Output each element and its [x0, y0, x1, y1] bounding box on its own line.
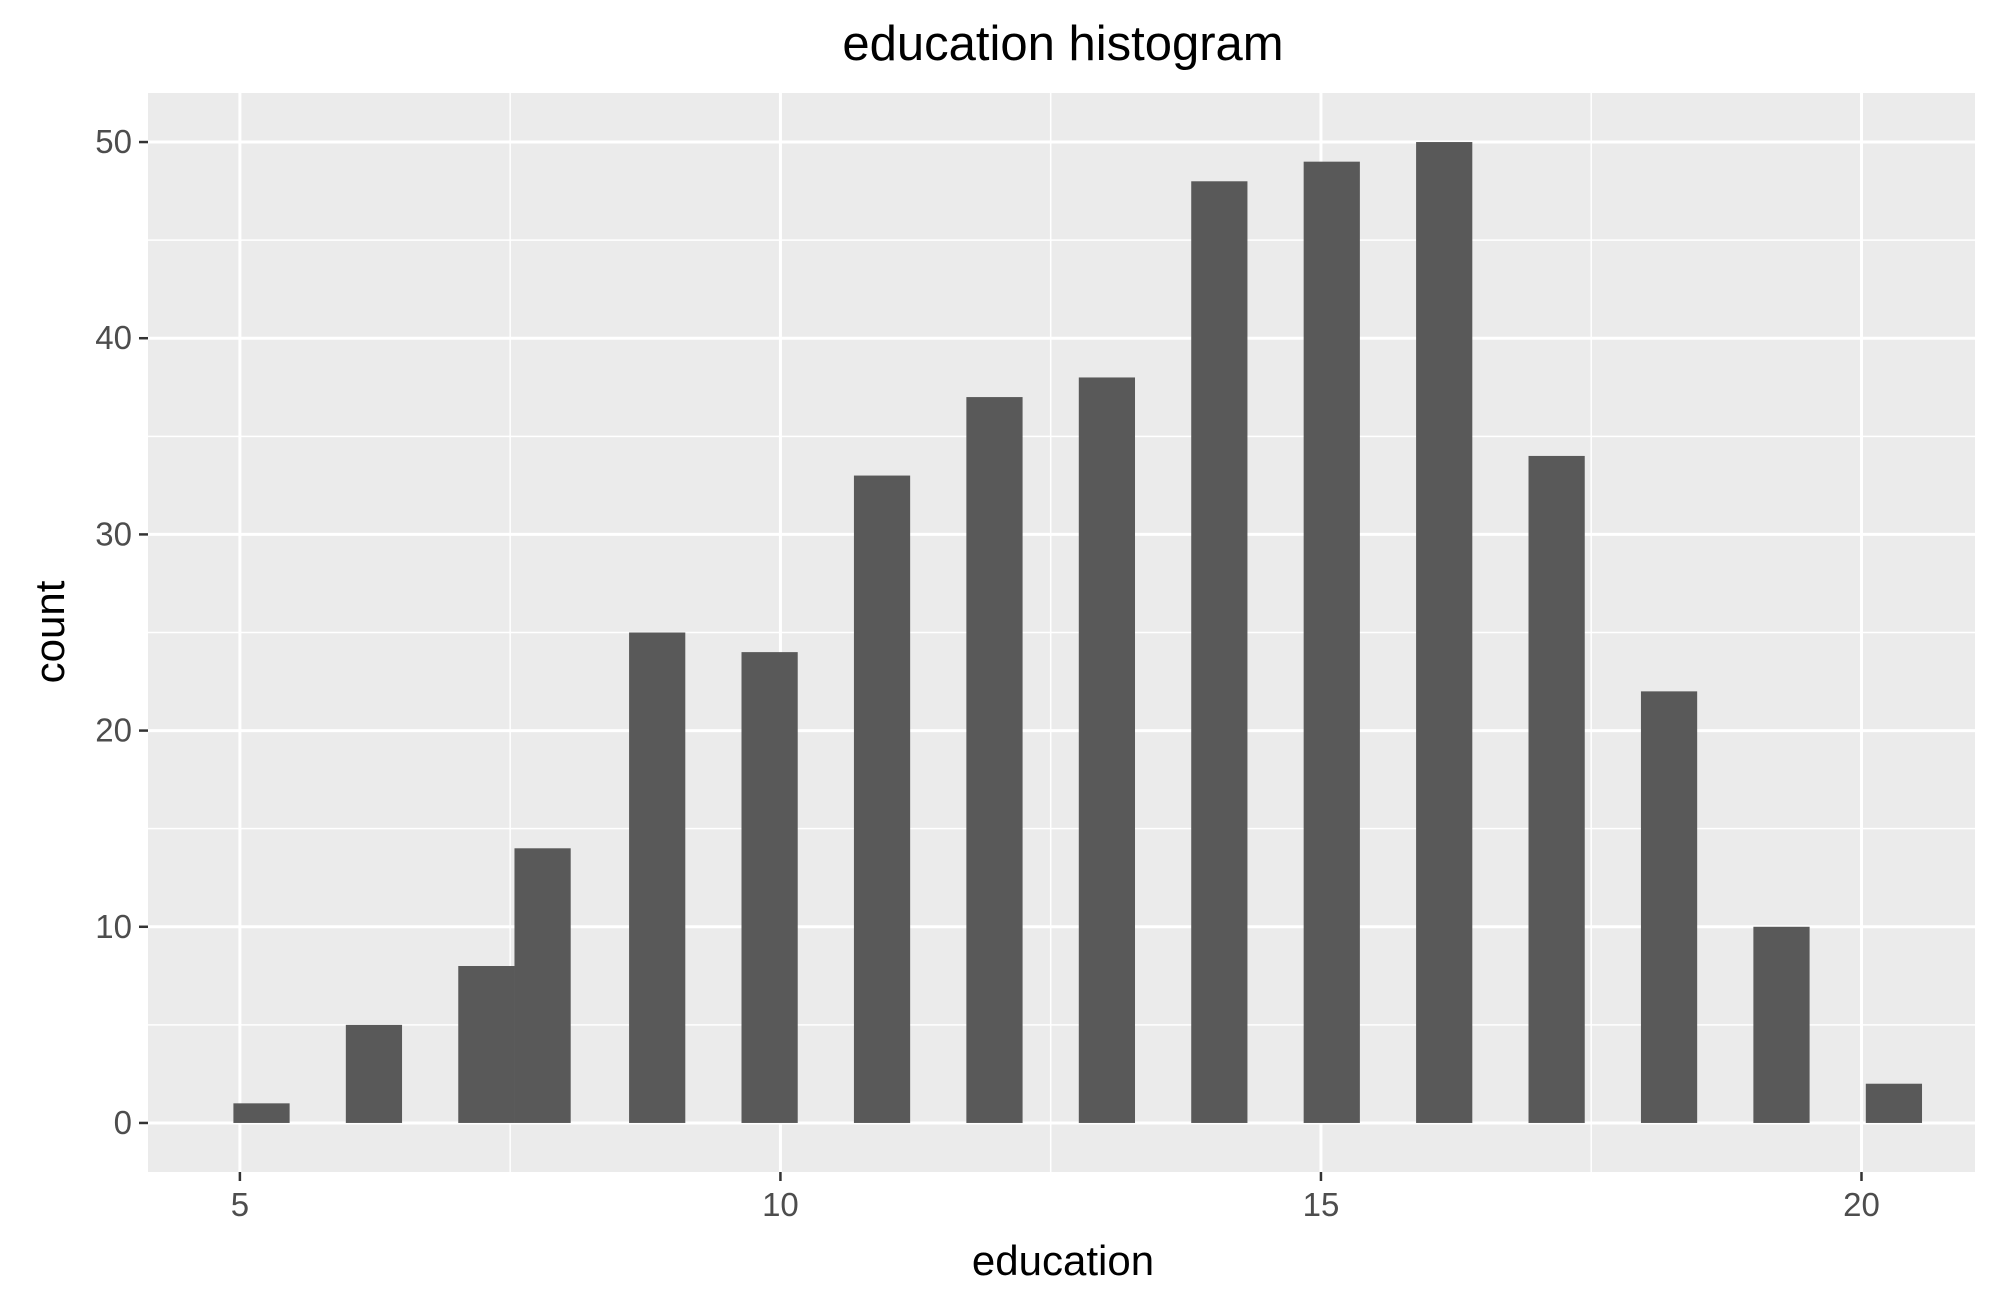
x-axis-title: education: [972, 1237, 1154, 1284]
x-tick-label: 10: [762, 1186, 799, 1223]
histogram-bar: [629, 632, 686, 1123]
bars: [233, 142, 1923, 1123]
histogram-bar: [1416, 142, 1473, 1123]
histogram-bar: [458, 966, 515, 1123]
y-tick-label: 20: [95, 712, 132, 749]
histogram-bar: [1753, 926, 1810, 1123]
histogram-bar: [741, 652, 798, 1123]
histogram-bar: [853, 475, 911, 1123]
y-tick-label: 10: [95, 908, 132, 945]
y-axis-title: count: [26, 580, 73, 683]
histogram-bar: [1640, 691, 1698, 1123]
y-tick-label: 50: [95, 123, 132, 160]
histogram-bar: [966, 397, 1023, 1123]
histogram-bar: [1528, 455, 1585, 1123]
y-tick-label: 0: [114, 1104, 132, 1141]
y-tick-label: 30: [95, 515, 132, 552]
histogram-bar: [1865, 1083, 1923, 1123]
histogram-bar: [1191, 181, 1248, 1123]
histogram-bar: [1303, 161, 1360, 1123]
histogram-bar: [345, 1024, 403, 1123]
x-tick-label: 15: [1303, 1186, 1340, 1223]
x-tick-label: 20: [1843, 1186, 1880, 1223]
y-tick-label: 40: [95, 319, 132, 356]
chart-title: education histogram: [842, 17, 1283, 71]
histogram-bar: [514, 848, 571, 1123]
axes: 0 10 20 30 40 50 5 10 15 20: [95, 123, 1880, 1223]
x-tick-label: 5: [231, 1186, 249, 1223]
histogram-bar: [233, 1103, 290, 1123]
histogram-bar: [1078, 377, 1136, 1123]
